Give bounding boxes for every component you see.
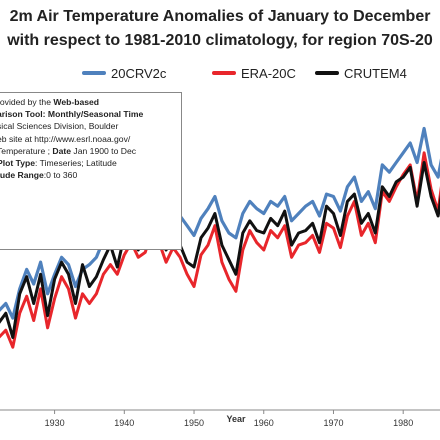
x-axis-title: Year [226,414,246,424]
series-line-era-20c [0,151,440,349]
legend-item-20crv2c: 20CRV2c [82,64,166,82]
legend-label: 20CRV2c [111,65,167,81]
x-tick-label: 1970 [323,418,343,428]
legend-swatch [82,71,106,75]
series-layer [0,126,440,349]
chart-subtitle: with respect to 1981-2010 climatology, f… [7,32,433,49]
info-box-line: tude Range:0 to 360 [0,170,78,181]
chart-title: 2m Air Temperature Anomalies of January … [9,8,431,25]
series-line-20crv2c [0,126,440,320]
info-box-line: arison Tool: Monthly/Seasonal Time [0,109,144,120]
x-tick-label: 1980 [393,418,413,428]
info-box-line: sical Sciences Division, Boulder [0,121,119,132]
legend-swatch [212,71,236,75]
legend-label: ERA-20C [241,65,296,81]
x-tick-label: 1950 [184,418,204,428]
x-tick-label: 1960 [254,418,274,428]
x-tick-label: 1930 [45,418,65,428]
info-box: rovided by the Web-based arison Tool: Mon… [0,92,182,250]
legend-label: CRUTEM4 [344,65,407,81]
legend-item-crutem4: CRUTEM4 [315,64,407,82]
series-line-crutem4 [0,161,440,339]
info-box-line: eb site at http://www.esrl.noaa.gov/ [0,133,131,144]
legend-swatch [315,71,339,75]
info-box-line: Plot Type: Timeseries; Latitude [0,158,117,169]
info-box-line: rovided by the Web-based [0,97,100,107]
x-tick-label: 1940 [114,418,134,428]
legend-item-era-20c: ERA-20C [212,64,296,82]
x-tick-layer: 1920193019401950196019701980 [45,410,413,428]
info-box-line: Temperature ; Date Jan 1900 to Dec [0,145,137,156]
